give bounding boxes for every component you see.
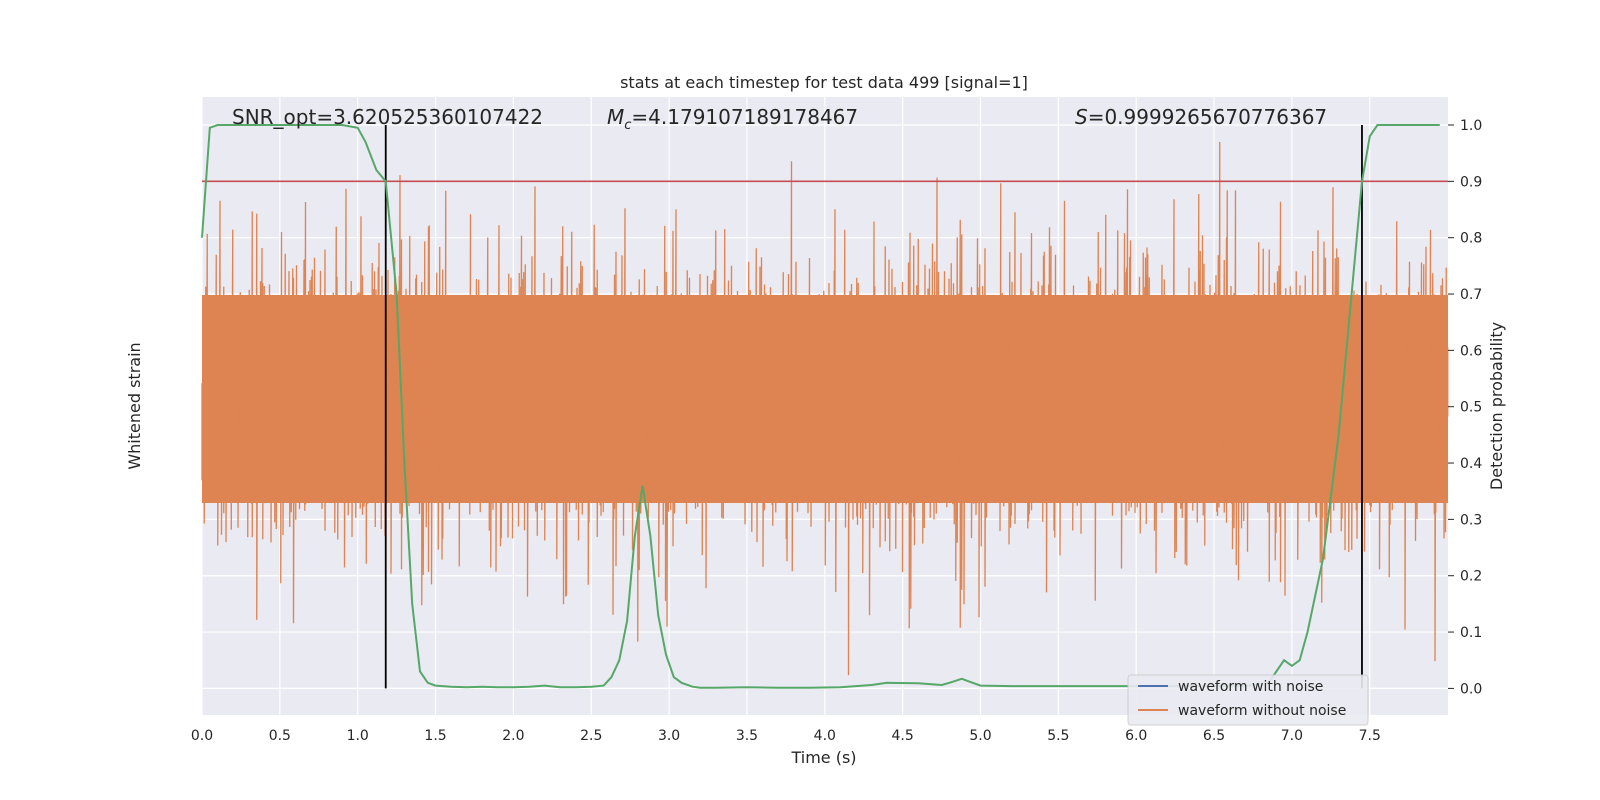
x-tick-label: 7.5 [1359,728,1381,744]
y-right-tick-label: 0.5 [1460,400,1482,416]
y-right-tick-label: 0.4 [1460,456,1482,472]
x-tick-label: 6.5 [1203,728,1225,744]
y-right-ticks: 0.0 0.1 0.2 0.3 0.4 0.5 0.6 0.7 0.8 0.9 1.0 [1448,118,1482,697]
x-tick-label: 2.5 [580,728,602,744]
x-tick-label: 0.0 [191,728,213,744]
strain-trace [201,141,1449,676]
x-tick-label: 4.5 [892,728,914,744]
chart-title: stats at each timestep for test data 499… [620,73,1028,92]
x-tick-label: 5.5 [1047,728,1069,744]
legend-label-clean: waveform without noise [1178,703,1346,719]
x-tick-label: 3.0 [658,728,680,744]
legend-box [1127,674,1369,726]
x-ticks: 0.0 0.5 1.0 1.5 2.0 2.5 3.0 3.5 4.0 4.5 5.0 5.5 6.0 6… [191,728,1381,744]
y-right-tick-label: 0.2 [1460,569,1482,585]
x-tick-label: 1.0 [347,728,369,744]
x-tick-label: 6.0 [1125,728,1147,744]
legend: waveform with noise waveform without noi… [1127,674,1369,726]
x-tick-label: 2.0 [502,728,524,744]
y-right-tick-label: 0.7 [1460,287,1482,303]
y-right-tick-label: 0.6 [1460,343,1482,359]
x-tick-label: 7.0 [1281,728,1303,744]
x-tick-label: 5.0 [969,728,991,744]
y-right-tick-label: 1.0 [1460,118,1482,134]
x-tick-label: 1.5 [424,728,446,744]
strain-path [201,141,1449,676]
x-tick-label: 3.5 [736,728,758,744]
y-axis-left-label: Whitened strain [125,342,144,469]
y-right-tick-label: 0.0 [1460,681,1482,697]
marker-lines [384,125,1363,689]
y-axis-right-label: Detection probability [1487,322,1506,490]
legend-label-noise: waveform with noise [1178,679,1323,695]
score-annotation: S=0.9999265670776367 [1075,105,1327,129]
y-right-tick-label: 0.1 [1460,625,1482,641]
x-tick-label: 4.0 [814,728,836,744]
chirp-mass-annotation: Mc=4.179107189178467 [607,105,858,133]
y-right-tick-label: 0.8 [1460,231,1482,247]
x-axis-label: Time (s) [790,748,856,767]
x-tick-label: 0.5 [269,728,291,744]
snr-annotation: SNR_opt=3.620525360107422 [232,105,543,129]
detection-probability-line [201,124,1440,689]
y-right-tick-label: 0.3 [1460,512,1482,528]
y-right-tick-label: 0.9 [1460,174,1482,190]
